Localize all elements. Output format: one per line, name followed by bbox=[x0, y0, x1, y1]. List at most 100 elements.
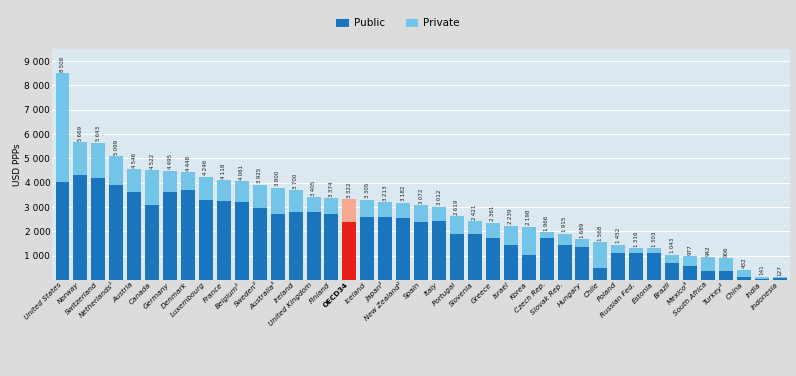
Bar bbox=[199, 200, 213, 280]
Bar bbox=[719, 271, 733, 280]
Bar bbox=[593, 242, 607, 268]
Bar bbox=[521, 255, 536, 280]
Bar bbox=[145, 170, 159, 205]
Bar bbox=[217, 201, 231, 280]
Bar bbox=[414, 205, 428, 222]
Text: 2 421: 2 421 bbox=[472, 204, 478, 220]
Text: 4 495: 4 495 bbox=[168, 154, 173, 169]
Bar bbox=[683, 256, 697, 265]
Text: 3 012: 3 012 bbox=[436, 190, 442, 205]
Text: 3 925: 3 925 bbox=[257, 168, 262, 183]
Bar bbox=[306, 197, 321, 212]
Bar bbox=[701, 271, 715, 280]
Bar bbox=[504, 245, 517, 280]
Bar bbox=[342, 199, 357, 222]
Bar bbox=[127, 193, 141, 280]
Bar bbox=[325, 198, 338, 214]
Bar bbox=[486, 223, 500, 238]
Text: 1 568: 1 568 bbox=[598, 225, 603, 241]
Bar bbox=[56, 73, 69, 182]
Bar bbox=[127, 170, 141, 193]
Text: 3 182: 3 182 bbox=[400, 186, 406, 201]
Bar bbox=[432, 221, 446, 280]
Text: 3 072: 3 072 bbox=[419, 188, 423, 204]
Text: 2 361: 2 361 bbox=[490, 206, 495, 221]
Bar bbox=[557, 233, 572, 245]
Bar bbox=[737, 277, 751, 280]
Bar bbox=[181, 172, 195, 190]
Bar bbox=[647, 249, 661, 253]
Bar bbox=[611, 245, 626, 253]
Text: 432: 432 bbox=[741, 258, 747, 268]
Text: 4 118: 4 118 bbox=[221, 163, 226, 179]
Bar bbox=[92, 143, 105, 178]
Bar bbox=[73, 142, 88, 176]
Bar bbox=[73, 176, 88, 280]
Text: 1 689: 1 689 bbox=[580, 223, 585, 238]
Bar bbox=[252, 185, 267, 208]
Bar bbox=[432, 207, 446, 221]
Bar bbox=[540, 232, 553, 238]
Bar bbox=[665, 263, 679, 280]
Bar bbox=[396, 218, 410, 280]
Bar bbox=[271, 188, 285, 214]
Bar bbox=[486, 238, 500, 280]
Bar bbox=[199, 177, 213, 200]
Bar bbox=[289, 212, 302, 280]
Text: 3 700: 3 700 bbox=[293, 173, 298, 189]
Text: 4 522: 4 522 bbox=[150, 153, 154, 169]
Text: 1 915: 1 915 bbox=[562, 217, 567, 232]
Bar bbox=[306, 212, 321, 280]
Bar bbox=[181, 190, 195, 280]
Text: 4 448: 4 448 bbox=[185, 155, 190, 170]
Bar bbox=[217, 180, 231, 201]
Text: 3 305: 3 305 bbox=[365, 183, 370, 198]
Bar bbox=[521, 227, 536, 255]
Text: 2 198: 2 198 bbox=[526, 210, 531, 225]
Bar bbox=[647, 253, 661, 280]
Text: 2 619: 2 619 bbox=[455, 200, 459, 215]
Y-axis label: USD PPPs: USD PPPs bbox=[13, 143, 21, 186]
Text: 1 303: 1 303 bbox=[652, 232, 657, 247]
Text: 3 213: 3 213 bbox=[383, 185, 388, 200]
Bar bbox=[92, 178, 105, 280]
Bar bbox=[361, 200, 374, 217]
Bar bbox=[630, 248, 643, 253]
Text: 2 239: 2 239 bbox=[508, 209, 513, 224]
Text: 1 043: 1 043 bbox=[669, 238, 674, 253]
Bar bbox=[630, 253, 643, 280]
Legend: Public, Private: Public, Private bbox=[332, 14, 464, 33]
Bar bbox=[683, 265, 697, 280]
Bar bbox=[504, 226, 517, 245]
Bar bbox=[719, 258, 733, 271]
Text: 5 669: 5 669 bbox=[78, 126, 83, 141]
Text: 3 322: 3 322 bbox=[347, 182, 352, 198]
Bar bbox=[540, 238, 553, 280]
Bar bbox=[289, 190, 302, 212]
Bar bbox=[593, 268, 607, 280]
Bar bbox=[701, 257, 715, 271]
Text: 5 099: 5 099 bbox=[114, 139, 119, 155]
Text: 977: 977 bbox=[688, 244, 693, 255]
Bar bbox=[737, 270, 751, 277]
Bar bbox=[468, 234, 482, 280]
Text: 141: 141 bbox=[759, 265, 764, 275]
Bar bbox=[378, 202, 392, 217]
Bar bbox=[145, 205, 159, 280]
Bar bbox=[252, 208, 267, 280]
Text: 127: 127 bbox=[777, 265, 782, 276]
Bar bbox=[342, 222, 357, 280]
Text: 4 246: 4 246 bbox=[204, 160, 209, 176]
Bar bbox=[468, 221, 482, 234]
Bar bbox=[163, 193, 177, 280]
Bar bbox=[755, 277, 769, 279]
Bar bbox=[611, 253, 626, 280]
Bar bbox=[325, 214, 338, 280]
Bar bbox=[378, 217, 392, 280]
Text: 4 061: 4 061 bbox=[240, 165, 244, 180]
Bar bbox=[271, 214, 285, 280]
Bar bbox=[361, 217, 374, 280]
Text: 8 508: 8 508 bbox=[60, 56, 65, 72]
Bar bbox=[450, 216, 464, 234]
Bar bbox=[576, 239, 590, 247]
